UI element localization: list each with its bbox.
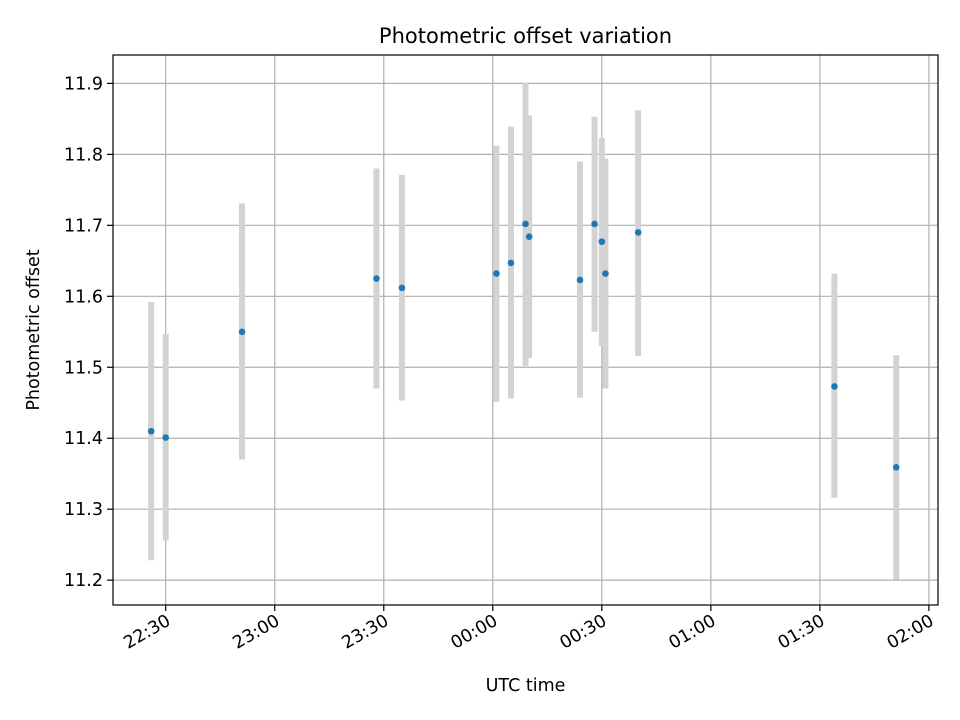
plot-frame — [112, 54, 939, 606]
data-point — [831, 383, 838, 390]
data-point — [373, 275, 380, 282]
data-point — [162, 434, 169, 441]
y-axis-title: Photometric offset — [24, 249, 44, 410]
data-point — [238, 328, 246, 336]
data-points — [147, 220, 900, 471]
data-point — [147, 427, 155, 435]
data-point — [398, 284, 406, 292]
x-tick-label: 00:30 — [557, 611, 611, 654]
y-tick-label: 11.4 — [64, 429, 103, 449]
data-point — [634, 229, 642, 236]
x-tick-label: 02:00 — [884, 611, 938, 654]
y-tick-label: 11.6 — [64, 287, 103, 307]
chart-title: Photometric offset variation — [379, 24, 672, 48]
x-tick-label: 23:00 — [230, 611, 284, 654]
data-point — [591, 220, 598, 228]
y-tick-label: 11.3 — [64, 500, 103, 520]
y-tick-label: 11.9 — [64, 74, 103, 94]
data-point — [522, 220, 529, 228]
x-tick-label: 23:30 — [339, 611, 393, 654]
x-axis-ticks: 22:30 23:00 23:30 00:00 00:30 01:00 01:30 02:00 — [121, 605, 938, 654]
x-tick-label: 00:00 — [448, 611, 502, 654]
data-point — [602, 270, 609, 277]
y-axis-ticks: 11.2 11.3 11.4 11.5 11.6 11.7 11.8 11.9 — [64, 74, 113, 591]
data-point — [598, 238, 606, 245]
x-tick-label: 22:30 — [121, 611, 175, 654]
data-point — [576, 276, 584, 284]
y-tick-label: 11.2 — [64, 571, 103, 591]
error-bars — [148, 82, 900, 580]
x-tick-label: 01:00 — [666, 611, 720, 654]
x-tick-label: 01:30 — [775, 611, 829, 654]
data-point — [493, 270, 500, 277]
data-point — [507, 259, 515, 267]
y-tick-label: 11.8 — [64, 145, 103, 165]
data-point — [525, 233, 533, 240]
data-point — [892, 464, 900, 471]
y-tick-label: 11.7 — [64, 216, 103, 236]
x-axis-title: UTC time — [486, 676, 566, 696]
y-tick-label: 11.5 — [64, 358, 103, 378]
